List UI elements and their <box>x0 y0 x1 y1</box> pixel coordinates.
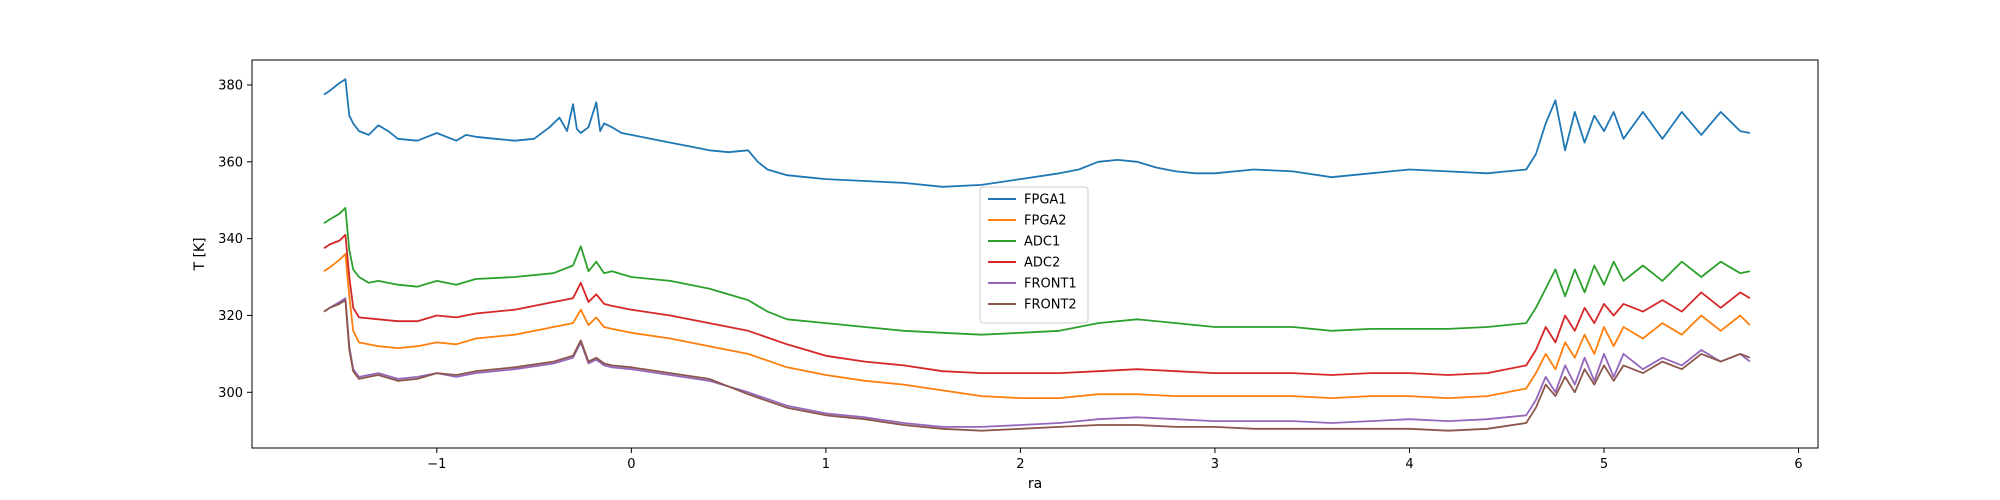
y-tick-label: 360 <box>218 155 243 170</box>
series-line-fpga1 <box>323 78 1751 188</box>
x-tick-label: 0 <box>627 457 635 472</box>
plot-area <box>323 78 1751 432</box>
legend-label: FRONT2 <box>1024 298 1077 313</box>
x-tick-label: −1 <box>427 457 446 472</box>
axis-ticks: −1 0 1 2 3 4 5 6 300 320 340 360 380 <box>218 78 1803 472</box>
x-axis-label: ra <box>1028 476 1042 492</box>
x-tick-label: 2 <box>1016 457 1024 472</box>
legend: FPGA1 FPGA2 ADC1 ADC2 FRONT1 FRONT2 <box>979 186 1089 324</box>
y-tick-label: 340 <box>218 232 243 247</box>
legend-label: ADC2 <box>1024 256 1060 271</box>
legend-label: FPGA2 <box>1024 214 1067 229</box>
y-tick-label: 300 <box>218 386 243 401</box>
series-line-front2 <box>323 299 1751 432</box>
x-tick-label: 4 <box>1405 457 1413 472</box>
series-line-adc2 <box>323 233 1751 376</box>
legend-label: FRONT1 <box>1024 277 1077 292</box>
y-axis-label: T [K] <box>192 237 208 271</box>
series-line-fpga2 <box>323 253 1751 399</box>
series-line-front1 <box>323 297 1751 428</box>
x-tick-label: 5 <box>1600 457 1608 472</box>
y-tick-label: 320 <box>218 309 243 324</box>
y-tick-label: 380 <box>218 78 243 93</box>
axes-frame <box>251 59 1819 449</box>
x-tick-label: 1 <box>822 457 830 472</box>
series-line-adc1 <box>323 207 1751 336</box>
x-tick-label: 3 <box>1211 457 1219 472</box>
legend-label: FPGA1 <box>1024 193 1067 208</box>
x-tick-label: 6 <box>1794 457 1802 472</box>
legend-label: ADC1 <box>1024 235 1060 250</box>
